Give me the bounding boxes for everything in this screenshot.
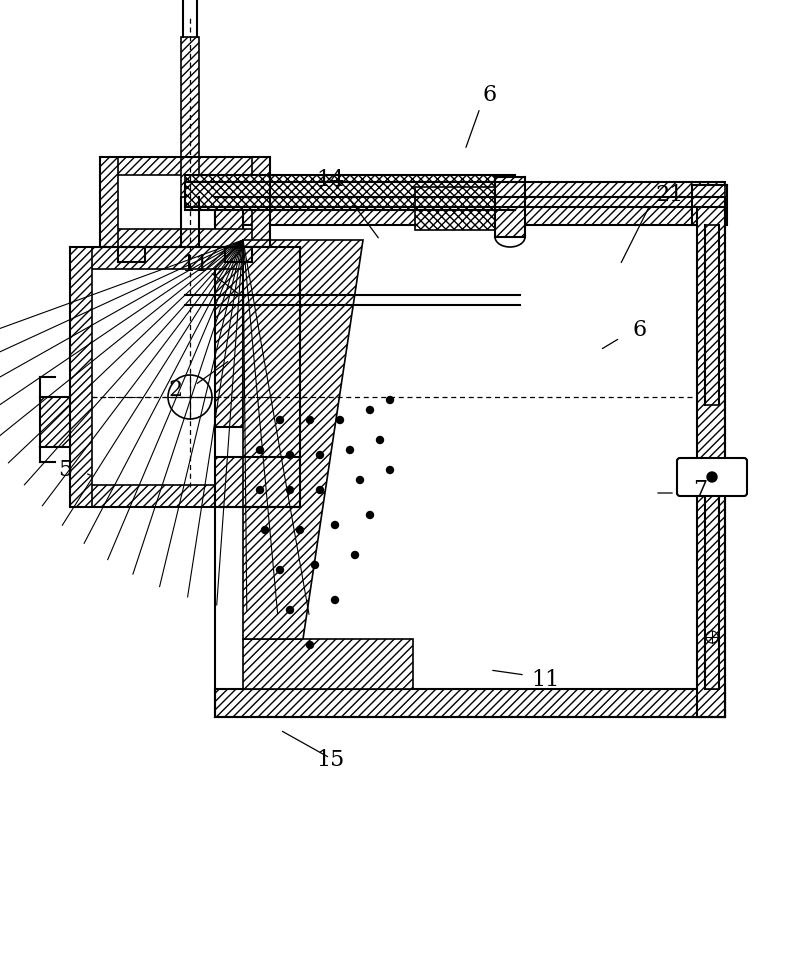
Circle shape — [317, 487, 323, 493]
Bar — [278, 247, 300, 507]
Circle shape — [257, 446, 263, 453]
Circle shape — [286, 607, 294, 614]
Bar — [705, 493, 719, 689]
Circle shape — [366, 406, 374, 413]
Text: 14: 14 — [316, 169, 344, 191]
Bar — [495, 177, 525, 237]
Bar — [100, 229, 270, 247]
Text: 15: 15 — [316, 749, 344, 771]
Circle shape — [286, 487, 294, 493]
Bar — [100, 157, 270, 175]
FancyBboxPatch shape — [677, 458, 747, 496]
Bar — [100, 157, 118, 247]
Circle shape — [386, 397, 394, 404]
Text: 11: 11 — [181, 254, 209, 276]
Bar — [215, 689, 725, 717]
Text: 6: 6 — [633, 319, 647, 341]
Text: 7: 7 — [693, 479, 707, 501]
Bar — [215, 197, 243, 427]
Text: 5: 5 — [58, 459, 72, 481]
Circle shape — [386, 466, 394, 474]
Circle shape — [286, 451, 294, 458]
Circle shape — [277, 567, 283, 573]
Circle shape — [351, 551, 358, 559]
Bar — [181, 37, 199, 197]
Bar — [70, 485, 300, 507]
Polygon shape — [243, 639, 413, 689]
Circle shape — [257, 487, 263, 493]
Bar — [70, 247, 300, 269]
Bar — [697, 197, 725, 717]
Circle shape — [337, 416, 343, 423]
Circle shape — [262, 527, 269, 533]
Circle shape — [317, 451, 323, 458]
Text: 6: 6 — [483, 84, 497, 106]
Circle shape — [306, 416, 314, 423]
Bar — [70, 247, 92, 507]
Circle shape — [297, 527, 303, 533]
Circle shape — [277, 416, 283, 423]
Circle shape — [331, 522, 338, 529]
Bar — [40, 397, 70, 447]
Bar — [215, 197, 725, 225]
Bar — [252, 157, 270, 247]
Circle shape — [377, 437, 383, 444]
Circle shape — [357, 477, 363, 484]
Circle shape — [306, 642, 314, 649]
Bar — [185, 175, 515, 210]
Text: 21: 21 — [656, 184, 684, 206]
Bar — [215, 457, 300, 507]
Bar — [705, 225, 719, 405]
Polygon shape — [243, 240, 363, 639]
Circle shape — [366, 512, 374, 519]
Text: 2: 2 — [168, 379, 182, 401]
Text: 11: 11 — [531, 669, 559, 691]
Circle shape — [707, 472, 717, 482]
Bar — [415, 187, 525, 230]
Circle shape — [311, 562, 318, 569]
Circle shape — [346, 446, 354, 453]
Bar — [705, 503, 719, 689]
Bar — [185, 182, 725, 207]
Circle shape — [331, 597, 338, 604]
